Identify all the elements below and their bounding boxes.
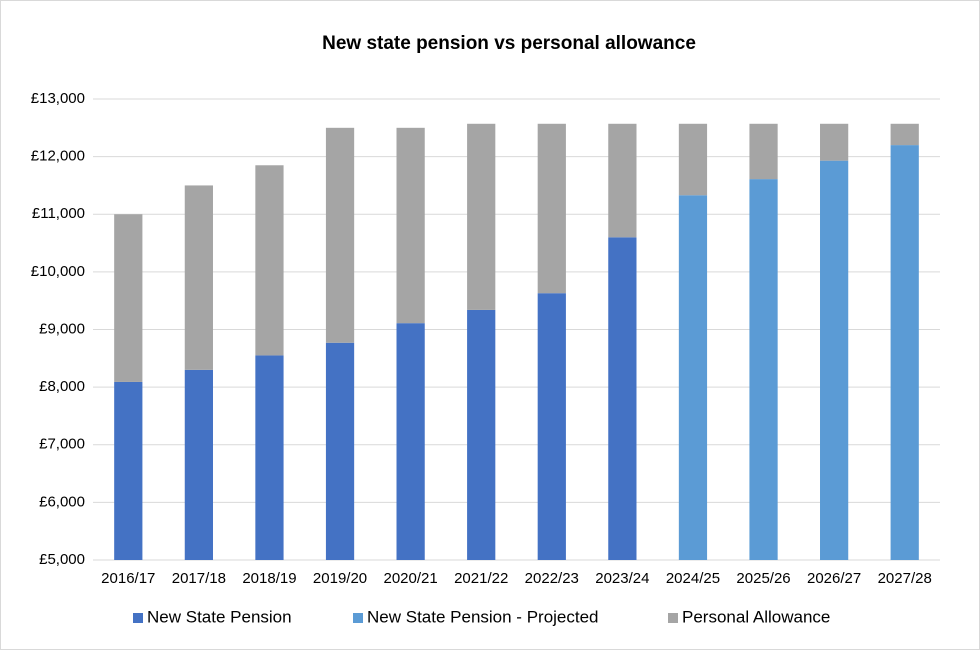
bar-segment (820, 123, 849, 161)
y-tick-label: £8,000 (39, 378, 85, 395)
y-tick-label: £12,000 (31, 148, 85, 165)
y-tick-label: £5,000 (39, 551, 85, 568)
x-tick-label: 2018/19 (242, 570, 296, 587)
x-tick-label: 2020/21 (384, 570, 438, 587)
bar-segment (184, 185, 213, 370)
x-tick-label: 2022/23 (525, 570, 579, 587)
bar-segment (114, 214, 143, 382)
legend-label: New State Pension - Projected (367, 607, 599, 626)
y-tick-label: £11,000 (32, 205, 85, 222)
bar-segment (890, 123, 919, 146)
x-tick-label: 2027/28 (878, 570, 932, 587)
bar-segment (678, 123, 708, 196)
y-tick-label: £9,000 (39, 320, 85, 337)
bar-segment (325, 342, 355, 560)
x-tick-label: 2023/24 (595, 570, 649, 587)
bar-segment (255, 355, 284, 560)
legend-label: New State Pension (147, 607, 292, 626)
legend-swatch (133, 613, 143, 623)
bar-segment (608, 123, 637, 238)
x-tick-label: 2016/17 (101, 570, 155, 587)
y-tick-label: £7,000 (39, 436, 85, 453)
x-tick-label: 2021/22 (454, 570, 508, 587)
bar-segment (325, 127, 355, 343)
bar-segment (255, 165, 284, 356)
bar-segment (820, 160, 849, 560)
bar-segment (396, 127, 425, 324)
bar-segment (114, 381, 143, 560)
x-tick-label: 2019/20 (313, 570, 367, 587)
bar-segment (467, 309, 496, 560)
bar-segment (749, 179, 778, 560)
x-tick-label: 2025/26 (736, 570, 790, 587)
bar-segment (537, 123, 566, 294)
bar-segment (608, 237, 637, 561)
legend-label: Personal Allowance (682, 607, 830, 626)
bar-segment (537, 293, 566, 560)
bar-segment (678, 195, 708, 560)
x-tick-label: 2024/25 (666, 570, 720, 587)
y-tick-label: £10,000 (31, 263, 85, 280)
legend-swatch (353, 613, 363, 623)
x-tick-label: 2026/27 (807, 570, 861, 587)
bar-segment (749, 123, 778, 180)
chart-title: New state pension vs personal allowance (322, 33, 696, 54)
y-tick-label: £6,000 (39, 493, 85, 510)
bar-segment (890, 145, 919, 560)
bar-segment (184, 369, 213, 560)
y-tick-label: £13,000 (31, 90, 85, 107)
bar-segment (467, 123, 496, 310)
x-tick-label: 2017/18 (172, 570, 226, 587)
bar-segment (396, 323, 425, 560)
legend-swatch (668, 613, 678, 623)
